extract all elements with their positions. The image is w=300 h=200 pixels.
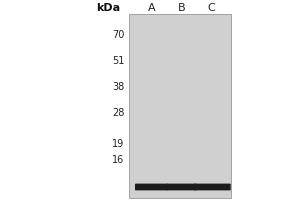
Text: 16: 16 <box>112 155 124 165</box>
Text: B: B <box>178 3 185 13</box>
Text: kDa: kDa <box>96 3 120 13</box>
Text: A: A <box>148 3 155 13</box>
Text: C: C <box>208 3 215 13</box>
Text: 28: 28 <box>112 108 124 118</box>
Text: 38: 38 <box>112 82 124 92</box>
Text: 70: 70 <box>112 30 124 40</box>
Text: 51: 51 <box>112 56 124 66</box>
Text: 19: 19 <box>112 139 124 149</box>
